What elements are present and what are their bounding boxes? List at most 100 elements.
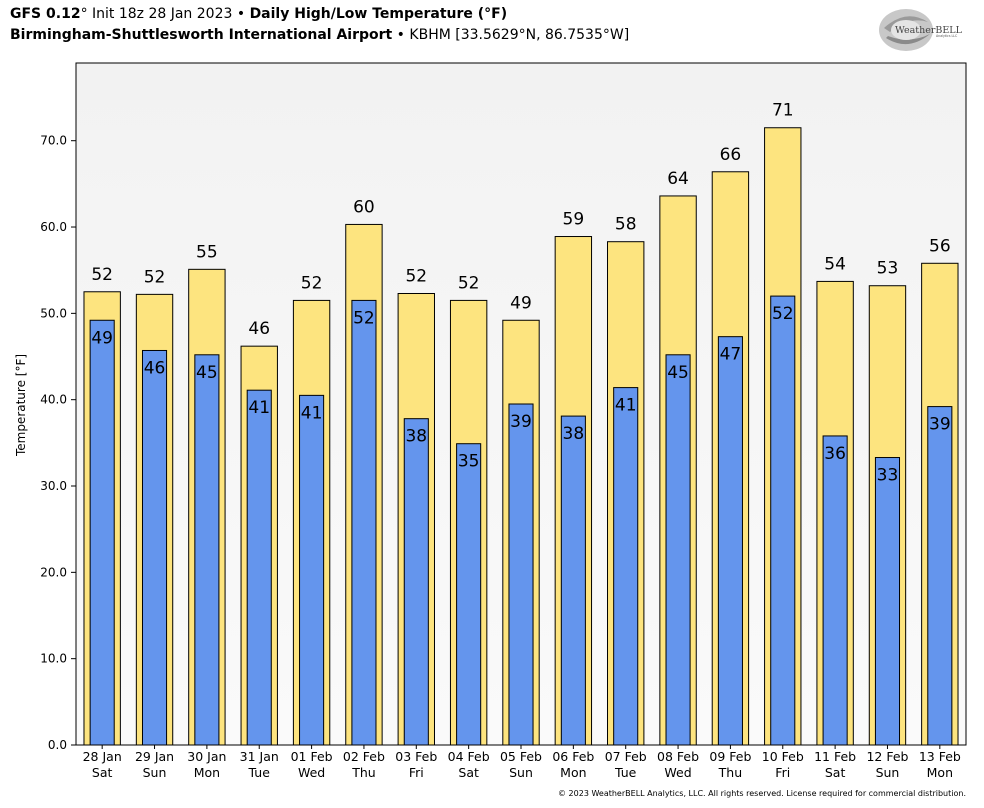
low-temp-bar — [194, 354, 220, 746]
y-tick-label: 50.0 — [40, 306, 67, 320]
low-temp-label: 33 — [877, 466, 899, 486]
low-temp-bar — [403, 418, 429, 746]
low-temp-bar — [822, 435, 848, 746]
high-temp-label: 59 — [563, 210, 585, 230]
x-tick-day: Fri — [409, 765, 424, 780]
x-tick-day: Wed — [664, 765, 691, 780]
x-tick-date: 11 Feb — [814, 749, 856, 764]
low-temp-label: 52 — [772, 304, 794, 324]
logo-subtext: Analytics LLC — [936, 34, 958, 38]
low-temp-label: 41 — [301, 403, 323, 423]
high-temp-label: 54 — [824, 254, 846, 274]
low-temp-label: 41 — [248, 398, 270, 418]
low-temp-bar — [613, 387, 639, 746]
low-temp-bar — [665, 354, 691, 746]
x-tick-date: 09 Feb — [709, 749, 751, 764]
low-temp-bar — [717, 336, 743, 746]
copyright-notice: © 2023 WeatherBELL Analytics, LLC. All r… — [558, 789, 966, 798]
x-tick-date: 06 Feb — [552, 749, 594, 764]
y-tick-label: 0.0 — [48, 738, 67, 752]
low-temp-bar — [351, 299, 377, 746]
y-axis-label: Temperature [°F] — [14, 354, 28, 457]
title-separator: • — [232, 6, 250, 22]
chart-subtitle: Birmingham-Shuttlesworth International A… — [10, 27, 629, 43]
x-tick-date: 05 Feb — [500, 749, 542, 764]
high-temp-label: 60 — [353, 197, 375, 217]
x-tick-day: Thu — [351, 765, 375, 780]
high-temp-label: 55 — [196, 242, 218, 262]
low-temp-bar — [246, 389, 272, 746]
x-tick-day: Sat — [458, 765, 479, 780]
high-temp-label: 53 — [877, 259, 899, 279]
high-temp-label: 52 — [458, 273, 480, 293]
low-temp-bar — [299, 394, 325, 746]
x-tick-day: Wed — [298, 765, 325, 780]
x-tick-date: 10 Feb — [762, 749, 804, 764]
x-tick-date: 28 Jan — [83, 749, 122, 764]
bars-group: 52 49 52 46 55 45 46 41 52 41 60 52 52 38 52 35 49 39 59 38… — [83, 101, 959, 746]
x-tick-day: Sun — [509, 765, 533, 780]
low-temp-label: 52 — [353, 308, 375, 328]
low-temp-bar — [456, 443, 482, 746]
x-tick-day: Sun — [876, 765, 900, 780]
x-tick-date: 13 Feb — [919, 749, 961, 764]
init-time: ° Init 18z 28 Jan 2023 — [80, 6, 233, 22]
low-temp-bar — [927, 406, 953, 746]
x-tick-date: 01 Feb — [291, 749, 333, 764]
x-tick-date: 02 Feb — [343, 749, 385, 764]
low-temp-label: 39 — [510, 412, 532, 432]
x-tick-day: Mon — [560, 765, 586, 780]
high-temp-label: 56 — [929, 236, 951, 256]
high-temp-label: 71 — [772, 101, 794, 121]
y-tick-label: 10.0 — [40, 652, 67, 666]
logo-text: WeatherBELL — [895, 25, 963, 36]
y-tick-label: 30.0 — [40, 479, 67, 493]
x-tick-date: 30 Jan — [187, 749, 226, 764]
high-temp-label: 58 — [615, 215, 637, 235]
low-temp-label: 49 — [91, 328, 113, 348]
low-temp-label: 45 — [196, 363, 218, 383]
y-axis: 0.0 10.0 20.0 30.0 40.0 50.0 60.0 70.0 — [40, 134, 76, 752]
subtitle-separator: • — [392, 27, 410, 43]
x-tick-date: 12 Feb — [866, 749, 908, 764]
product-name: Daily High/Low Temperature (°F) — [249, 6, 508, 22]
x-tick-day: Mon — [194, 765, 220, 780]
y-tick-label: 40.0 — [40, 393, 67, 407]
x-tick-date: 29 Jan — [135, 749, 174, 764]
low-temp-label: 38 — [563, 424, 585, 444]
low-temp-label: 39 — [929, 415, 951, 435]
x-tick-date: 03 Feb — [395, 749, 437, 764]
weatherbell-logo: WeatherBELL Analytics LLC — [879, 9, 963, 51]
x-tick-day: Fri — [775, 765, 790, 780]
model-name: GFS 0.12 — [10, 6, 81, 22]
low-temp-label: 36 — [824, 444, 846, 464]
low-temp-bar — [560, 415, 586, 746]
x-tick-date: 04 Feb — [448, 749, 490, 764]
low-temp-bar — [874, 457, 901, 746]
high-temp-label: 66 — [720, 145, 742, 165]
low-temp-label: 38 — [405, 427, 427, 447]
high-temp-label: 52 — [91, 265, 113, 285]
y-tick-label: 60.0 — [40, 220, 67, 234]
low-temp-label: 45 — [667, 363, 689, 383]
high-temp-label: 64 — [667, 169, 689, 189]
plot-frame — [75, 62, 967, 746]
high-temp-label: 52 — [301, 273, 323, 293]
low-temp-label: 47 — [720, 345, 742, 365]
low-temp-bar — [89, 319, 115, 746]
x-tick-date: 31 Jan — [240, 749, 279, 764]
x-tick-day: Mon — [927, 765, 953, 780]
x-tick-date: 07 Feb — [605, 749, 647, 764]
high-temp-label: 52 — [144, 267, 166, 287]
high-temp-label: 46 — [248, 319, 270, 339]
low-temp-bar — [141, 349, 168, 746]
low-temp-bar — [508, 403, 534, 746]
low-temp-bar — [770, 295, 796, 746]
y-tick-label: 70.0 — [40, 134, 67, 148]
logo-swirl-inner — [891, 20, 921, 40]
high-temp-label: 52 — [405, 266, 427, 286]
x-tick-day: Sat — [92, 765, 113, 780]
station-info: KBHM [33.5629°N, 86.7535°W] — [409, 27, 630, 43]
station-name: Birmingham-Shuttlesworth International A… — [10, 27, 393, 43]
x-tick-day: Tue — [248, 765, 271, 780]
